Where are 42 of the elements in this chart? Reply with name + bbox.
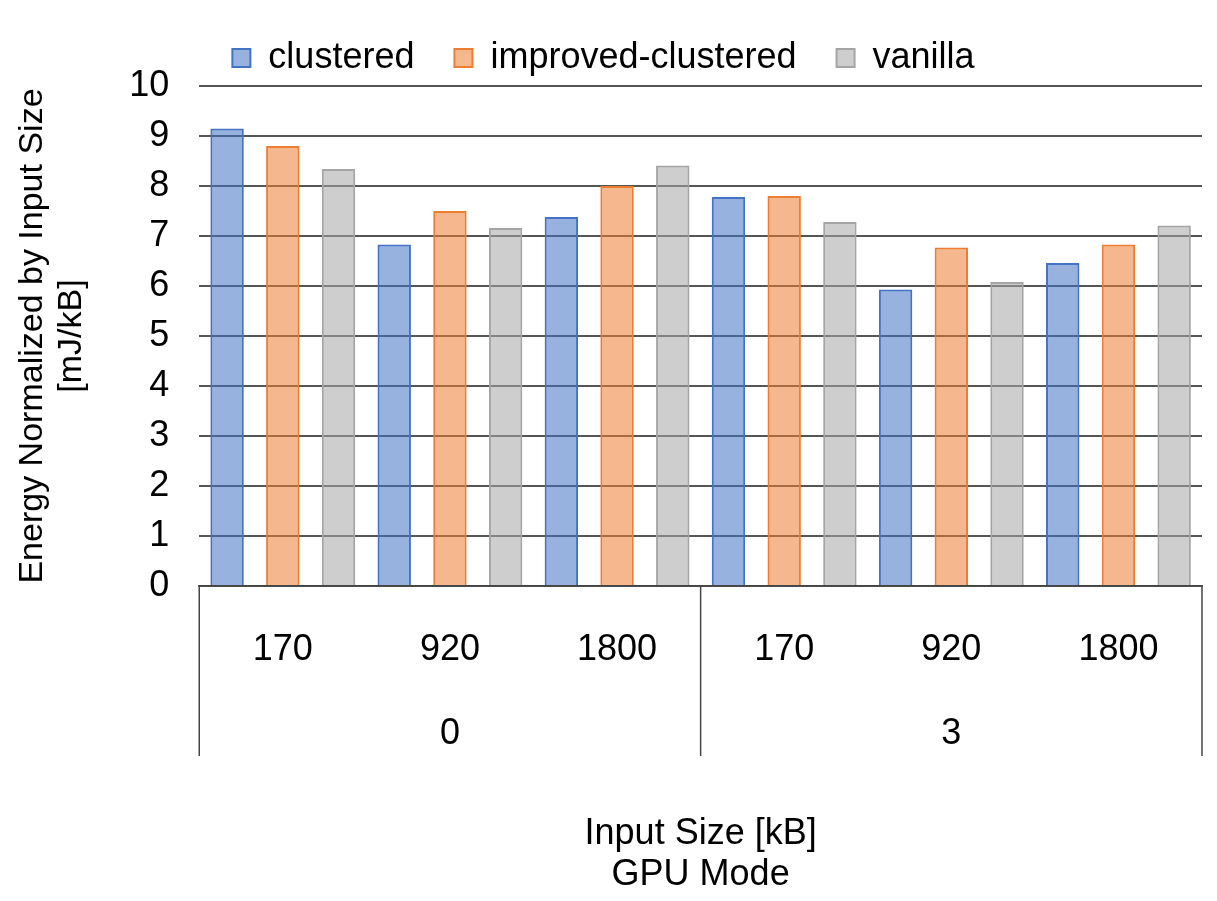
y-tick-label: 2 xyxy=(149,462,170,504)
text: 0 xyxy=(439,710,460,752)
bar xyxy=(544,217,579,585)
x-tick-label: 920 xyxy=(921,626,982,668)
bar xyxy=(878,289,913,585)
bar xyxy=(266,146,300,585)
bar xyxy=(433,211,467,585)
y-tick-label: 1 xyxy=(149,512,170,554)
bar xyxy=(1157,225,1191,585)
x-tick-label: 170 xyxy=(754,626,815,668)
x-tick-label: 1800 xyxy=(1078,626,1159,668)
y-tick-label: 5 xyxy=(149,312,170,354)
bar xyxy=(600,186,634,585)
bar xyxy=(823,222,857,585)
y-tick-label: 6 xyxy=(149,262,170,304)
y-tick-label: 10 xyxy=(129,62,170,104)
legend-label: vanilla xyxy=(872,34,976,76)
y-tick-label: 8 xyxy=(149,162,170,204)
bar xyxy=(990,282,1024,585)
bar xyxy=(321,169,356,585)
x-tick-label: 920 xyxy=(419,626,480,668)
x-tick-label: 170 xyxy=(252,626,313,668)
bar xyxy=(1101,244,1136,585)
y-tick-label: 7 xyxy=(149,212,170,254)
bar xyxy=(488,228,523,585)
bar xyxy=(767,196,801,585)
bar xyxy=(656,165,690,585)
text: 3 xyxy=(941,710,962,752)
legend-label: improved-clustered xyxy=(490,34,797,76)
bar xyxy=(210,128,244,585)
bar xyxy=(1046,263,1080,585)
y-tick-label: 9 xyxy=(149,112,170,154)
legend-label: clustered xyxy=(268,34,415,76)
bar xyxy=(934,247,969,585)
x-axis-title: Input Size [kB] GPU Mode xyxy=(584,810,817,894)
bar xyxy=(711,197,746,585)
y-tick-label: 0 xyxy=(149,562,170,604)
bar xyxy=(377,244,411,585)
y-axis-title: Energy Normalized by Input Size [mJ/kB] xyxy=(10,88,89,584)
y-tick-label: 3 xyxy=(149,412,170,454)
x-tick-label: 1800 xyxy=(577,626,658,668)
y-tick-label: 4 xyxy=(149,362,170,404)
